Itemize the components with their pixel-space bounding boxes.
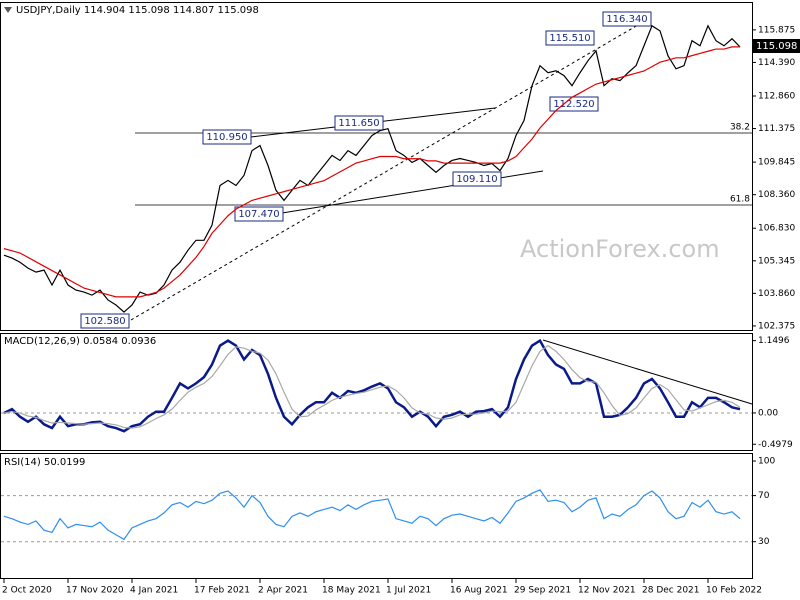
y-tick-label: 105.345 — [758, 256, 795, 266]
fib-label: 61.8 — [730, 195, 750, 205]
y-tick-label: 1.1496 — [758, 336, 790, 346]
annotation: 111.650 — [338, 118, 379, 129]
annotation-box — [234, 206, 284, 222]
fib-label: 38.2 — [730, 123, 750, 133]
y-tick-label: 111.375 — [758, 124, 795, 134]
y-tick-label: 103.860 — [758, 289, 795, 299]
price-panel — [0, 2, 753, 331]
x-tick-label: 29 Sep 2021 — [514, 586, 571, 596]
series-line — [3, 344, 741, 429]
x-tick-label: 18 May 2021 — [322, 586, 381, 596]
x-tick-label: 2 Oct 2020 — [2, 586, 52, 596]
x-tick-label: 12 Nov 2021 — [578, 586, 636, 596]
y-tick-label: 100 — [758, 457, 775, 467]
y-tick-label: 115.875 — [758, 25, 795, 35]
last-price-box — [752, 39, 800, 53]
annotation: 110.950 — [206, 132, 247, 143]
y-tick-label: 108.360 — [758, 190, 795, 200]
annotation: 109.110 — [456, 174, 497, 185]
x-tick-label: 4 Jan 2021 — [130, 586, 178, 596]
y-tick-label: -0.4979 — [758, 440, 793, 450]
annotation-box — [334, 115, 384, 131]
series-line — [3, 24, 741, 313]
annotation-box — [452, 171, 502, 187]
x-tick-label: 17 Feb 2021 — [194, 586, 250, 596]
annotation: 116.340 — [606, 14, 647, 25]
series-line — [3, 489, 741, 541]
y-tick-label: 109.845 — [758, 158, 795, 168]
annotation: 102.580 — [84, 316, 125, 327]
series-line — [3, 338, 741, 433]
annotation: 107.470 — [238, 209, 279, 220]
chart-title: USDJPY,Daily 114.904 115.098 114.807 115… — [16, 5, 259, 16]
annotation-box — [80, 313, 130, 329]
x-tick-label: 1 Jul 2021 — [386, 586, 431, 596]
x-tick-label: 10 Feb 2022 — [706, 586, 762, 596]
trend-line — [130, 17, 651, 321]
annotation-box — [545, 30, 595, 46]
x-tick-label: 17 Nov 2020 — [66, 586, 124, 596]
x-tick-label: 2 Apr 2021 — [258, 586, 308, 596]
last-price: 115.098 — [756, 41, 797, 52]
y-tick-label: 70 — [758, 491, 770, 501]
annotation: 115.510 — [549, 33, 590, 44]
y-tick-label: 102.375 — [758, 321, 795, 331]
annotation: 112.520 — [553, 99, 594, 110]
annotation-box — [602, 11, 652, 27]
annotation-box — [202, 129, 252, 145]
macd-title: MACD(12,26,9) 0.0584 0.0936 — [4, 336, 156, 347]
y-tick-label: 0.00 — [758, 408, 778, 418]
y-tick-label: 106.830 — [758, 224, 795, 234]
rsi-panel — [0, 453, 753, 579]
trend-line — [542, 339, 753, 405]
x-tick-label: 16 Aug 2021 — [450, 586, 508, 596]
annotation-box — [549, 96, 599, 112]
rsi-title: RSI(14) 50.0199 — [4, 457, 85, 468]
y-tick-label: 114.390 — [758, 58, 795, 68]
series-line — [3, 46, 740, 298]
y-tick-label: 30 — [758, 537, 770, 547]
watermark: ActionForex.com — [520, 235, 720, 263]
symbol-icon — [4, 7, 12, 13]
x-tick-label: 28 Dec 2021 — [642, 586, 700, 596]
y-tick-label: 112.860 — [758, 91, 795, 101]
